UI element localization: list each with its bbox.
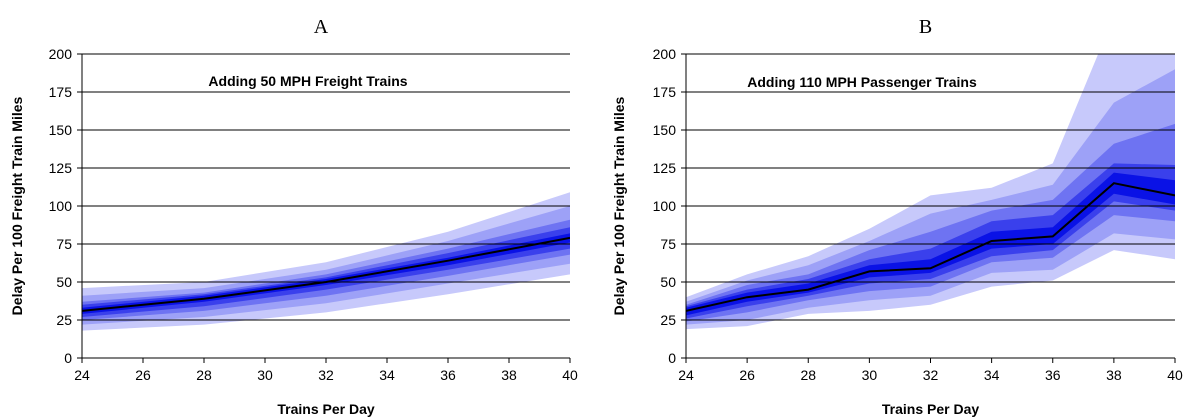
panel-b-xtick-label: 32 xyxy=(923,367,939,383)
panel-a-median-line xyxy=(82,236,570,312)
panel-b-band-4 xyxy=(686,163,1175,319)
panel-b-group: 0 25 50 75 100 125 150 175 200 24 26 28 30 32 34 36 38 40… xyxy=(611,16,1183,417)
panel-b-median-line xyxy=(686,182,1175,312)
panel-a-ytick-label: 200 xyxy=(49,46,73,62)
panel-a-xtick-label: 32 xyxy=(318,367,334,383)
panel-b-ytick-label: 50 xyxy=(660,274,676,290)
panel-a-title: Adding 50 MPH Freight Trains xyxy=(208,73,407,89)
panel-b-ytick-label: 175 xyxy=(653,84,677,100)
panel-b-title: Adding 110 MPH Passenger Trains xyxy=(747,74,977,90)
panel-b-ytick-label: 25 xyxy=(660,312,676,328)
panel-b-xtick-label: 40 xyxy=(1167,367,1183,383)
panel-b-ytick-label: 0 xyxy=(668,350,676,366)
panel-b-xtick-label: 28 xyxy=(800,367,816,383)
panel-a-ytick-label: 100 xyxy=(49,198,73,214)
panel-a-xtick-label: 24 xyxy=(74,367,90,383)
panel-b-xtick-label: 36 xyxy=(1045,367,1061,383)
panel-b-ytick-label: 125 xyxy=(653,160,677,176)
panel-a-xtick-label: 34 xyxy=(379,367,395,383)
panel-a-xtick-label: 36 xyxy=(440,367,456,383)
panel-a-letter: A xyxy=(314,16,329,38)
panel-b-ytick-label: 100 xyxy=(653,198,677,214)
panel-a-band-4 xyxy=(82,227,570,317)
panel-a-ytick-label: 50 xyxy=(56,274,72,290)
panel-b-ytick-label: 75 xyxy=(660,236,676,252)
panel-a-xtick-label: 40 xyxy=(562,367,578,383)
panel-b-ytick-label: 150 xyxy=(653,122,677,138)
panel-b-xtick-label: 26 xyxy=(739,367,755,383)
panel-b-xaxis-title: Trains Per Day xyxy=(882,401,979,417)
panel-a-ytick-label: 125 xyxy=(49,160,73,176)
panel-a-xaxis-title: Trains Per Day xyxy=(277,401,374,417)
panel-b-xtick-label: 30 xyxy=(862,367,878,383)
panel-a-xtick-label: 30 xyxy=(257,367,273,383)
panel-a-xtick-label: 28 xyxy=(196,367,212,383)
panel-b-xtick-label: 24 xyxy=(678,367,694,383)
panel-a-xtick-label: 26 xyxy=(135,367,151,383)
panel-b-xtick-label: 34 xyxy=(984,367,1000,383)
panel-a-xtick-label: 38 xyxy=(501,367,517,383)
panel-b-ytick-label: 200 xyxy=(653,46,677,62)
panel-b-band-2 xyxy=(686,69,1175,325)
panel-a-ytick-label: 0 xyxy=(64,350,72,366)
panel-a-ytick-label: 150 xyxy=(49,122,73,138)
panel-a-ytick-label: 25 xyxy=(56,312,72,328)
panel-b-band-5 xyxy=(686,172,1175,316)
panel-b-yaxis-title: Delay Per 100 Freight Train Miles xyxy=(611,96,627,315)
panel-b-letter: B xyxy=(919,16,932,38)
panel-a-ytick-label: 75 xyxy=(56,236,72,252)
panel-a-group: 0 25 50 75 100 125 150 175 200 24 26 28 30 32 34 36 38 40… xyxy=(9,16,578,417)
panel-a-ytick-label: 175 xyxy=(49,84,73,100)
panel-a-yaxis-title: Delay Per 100 Freight Train Miles xyxy=(9,96,25,315)
panel-b-xtick-label: 38 xyxy=(1106,367,1122,383)
